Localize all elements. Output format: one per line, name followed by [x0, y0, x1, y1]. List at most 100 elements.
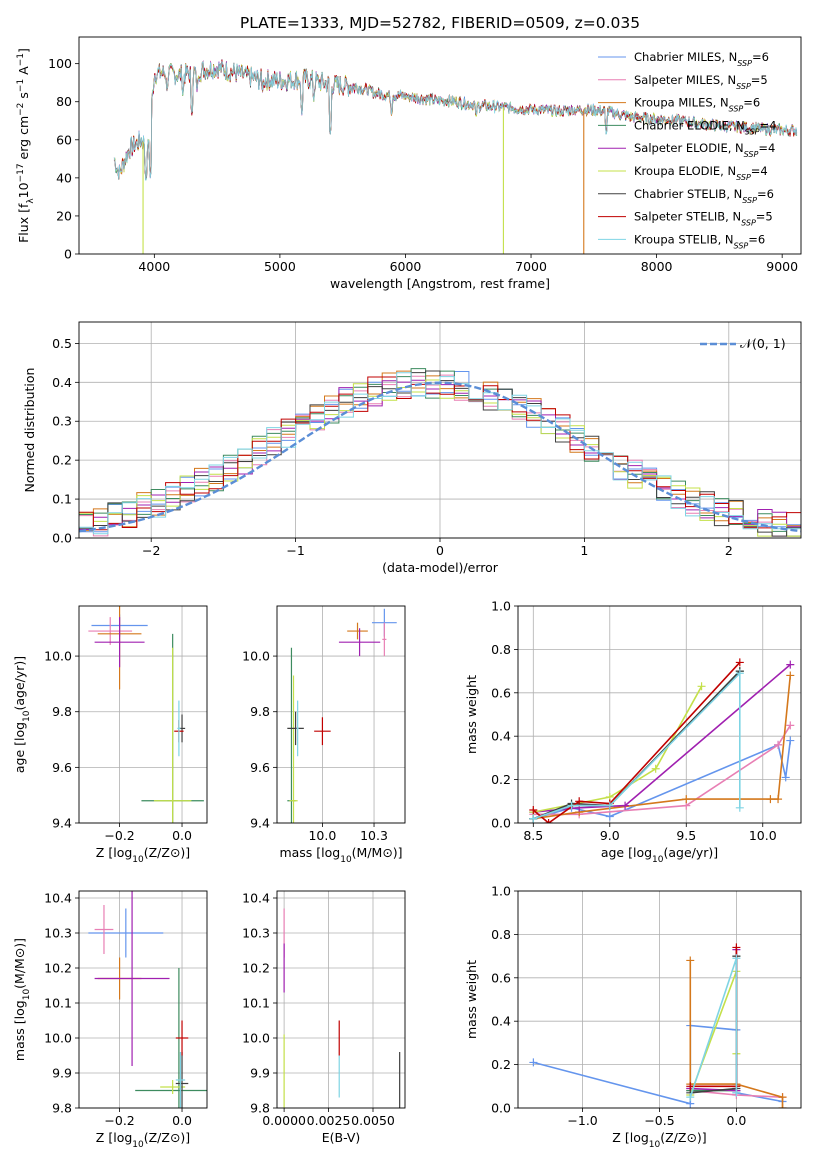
weight-marker — [567, 801, 576, 810]
x-tick-label: 0.0025 — [307, 1113, 351, 1128]
y-tick-label: 0.2 — [491, 1057, 511, 1072]
y-tick-label: 10.1 — [44, 996, 72, 1011]
y-tick-label: 10.2 — [242, 961, 270, 976]
legend-label-6: Chabrier STELIB, NSSP=6 — [634, 187, 774, 205]
y-tick-label: 0.1 — [52, 492, 72, 507]
weight-line-7 — [690, 947, 738, 1088]
weight-marker — [732, 954, 741, 963]
y-tick-label: 10.0 — [44, 649, 72, 664]
weight-marker — [686, 1093, 695, 1102]
legend-label-7: Salpeter STELIB, NSSP=5 — [634, 210, 773, 228]
x-tick-label: 10.0 — [308, 828, 336, 843]
mass-vs-EBV-x-label: E(B-V) — [322, 1130, 361, 1145]
y-tick-label: 1.0 — [491, 599, 511, 614]
x-tick-label: 4000 — [138, 259, 170, 274]
figure-title: PLATE=1333, MJD=52782, FIBERID=0509, z=0… — [240, 14, 640, 32]
weight-vs-Z-x-label: Z [log10(Z/Z⊙)] — [612, 1130, 706, 1150]
weight-line-2 — [533, 675, 792, 820]
weight-marker — [529, 1058, 538, 1067]
weight-marker — [575, 797, 584, 806]
y-tick-label: 100 — [48, 56, 72, 71]
plot-area — [287, 608, 397, 823]
weight-marker — [529, 805, 538, 814]
age-vs-Z-x-label: Z [log10(Z/Z⊙)] — [96, 845, 190, 865]
y-tick-label: 10.0 — [242, 1031, 270, 1046]
plot-area — [529, 658, 795, 823]
y-tick-label: 10.1 — [242, 996, 270, 1011]
weight-marker — [605, 812, 614, 821]
y-tick-label: 0.8 — [491, 642, 511, 657]
weight-line-3 — [690, 956, 738, 1092]
x-tick-label: 8.5 — [523, 828, 543, 843]
y-tick-label: 10.4 — [44, 891, 72, 906]
mass-vs-Z-y-label: mass [log10(M/M⊙)] — [12, 938, 32, 1061]
y-tick-label: 0.0 — [52, 531, 72, 546]
y-tick-label: 0.2 — [52, 453, 72, 468]
spectrum-line-8 — [113, 60, 798, 181]
weight-vs-age-y-label: mass weight — [464, 675, 479, 754]
x-tick-label: 8000 — [641, 259, 673, 274]
y-tick-label: 9.6 — [250, 760, 270, 775]
plot-area — [88, 891, 207, 1108]
x-tick-label: 10.0 — [749, 828, 777, 843]
weight-marker — [786, 736, 795, 745]
legend-label-3: Chabrier ELODIE, NSSP=4 — [634, 118, 776, 136]
x-tick-label: 0.0000 — [262, 1113, 306, 1128]
axes-frame — [517, 605, 802, 824]
x-tick-label: 9.0 — [600, 828, 620, 843]
plot-layer: 4000 5000 6000 7000 8000 9000020406080100wave… — [12, 36, 802, 1150]
y-tick-label: 1.0 — [491, 884, 511, 899]
legend-label-8: Kroupa STELIB, NSSP=6 — [634, 232, 765, 250]
weight-marker — [621, 801, 630, 810]
y-tick-label: 9.8 — [52, 704, 72, 719]
axes-frame — [78, 605, 208, 824]
y-tick-label: 10.0 — [44, 1031, 72, 1046]
y-tick-label: 80 — [56, 94, 72, 109]
residuals-x-label: (data-model)/error — [382, 560, 499, 575]
x-tick-label: −1 — [286, 543, 304, 558]
y-tick-label: 0.2 — [491, 772, 511, 787]
weight-marker — [735, 803, 744, 812]
y-tick-label: 0.0 — [491, 1101, 511, 1116]
spectrum-x-label: wavelength [Angstrom, rest frame] — [330, 276, 550, 291]
legend-label-4: Salpeter ELODIE, NSSP=4 — [634, 141, 775, 159]
axes-frame — [78, 36, 802, 255]
weight-marker — [735, 669, 744, 678]
legend-label-1: Salpeter MILES, NSSP=5 — [634, 73, 768, 91]
y-tick-label: 9.4 — [52, 816, 72, 831]
weight-marker — [786, 660, 795, 669]
weight-marker — [778, 1093, 787, 1102]
y-tick-label: 9.8 — [250, 704, 270, 719]
y-tick-label: 0.8 — [491, 927, 511, 942]
age-vs-mass-x-label: mass [log10(M/M⊙)] — [279, 845, 402, 865]
axes-weight-vs-age: 8.5 9.0 9.5 10.0 0.0 0.2 0.4 0.6 0.8 1.0 age [log1… — [464, 599, 802, 865]
axes-frame — [78, 321, 802, 539]
x-tick-label: 0.0 — [172, 1113, 192, 1128]
weight-marker — [529, 814, 538, 823]
x-tick-label: 7000 — [515, 259, 547, 274]
weight-vs-age-x-label: age [log10(age/yr)] — [601, 845, 718, 865]
axes-weight-vs-Z: −1.0 −0.5 0.0 0.0 0.2 0.4 0.6 0.8 1.0 Z [log10(Z/… — [464, 884, 802, 1150]
residuals-y-label: Normed distribution — [22, 368, 37, 493]
axes-mass-vs-Z: −0.2 0.0 9.8 9.9 10.0 10.1 10.2 10.3 10.4 Z [log1… — [12, 890, 208, 1150]
mass-vs-Z-x-label: Z [log10(Z/Z⊙)] — [96, 1130, 190, 1150]
plot-area — [88, 606, 204, 823]
y-tick-label: 40 — [56, 170, 72, 185]
weight-marker — [732, 1088, 741, 1097]
legend-label-2: Kroupa MILES, NSSP=6 — [634, 96, 760, 114]
weight-marker — [544, 819, 553, 823]
weight-marker — [686, 1082, 695, 1091]
y-tick-label: 9.4 — [250, 816, 270, 831]
weight-marker — [786, 721, 795, 730]
plot-area — [113, 59, 798, 254]
x-tick-label: 0 — [436, 543, 444, 558]
y-tick-label: 10.2 — [44, 961, 72, 976]
y-tick-label: 0.6 — [491, 685, 511, 700]
plot-area — [529, 943, 787, 1108]
y-tick-label: 9.9 — [52, 1066, 72, 1081]
y-tick-label: 0 — [64, 247, 72, 262]
y-tick-label: 0.4 — [52, 375, 72, 390]
axes-frame — [78, 890, 208, 1109]
x-tick-label: 0.0050 — [351, 1113, 395, 1128]
